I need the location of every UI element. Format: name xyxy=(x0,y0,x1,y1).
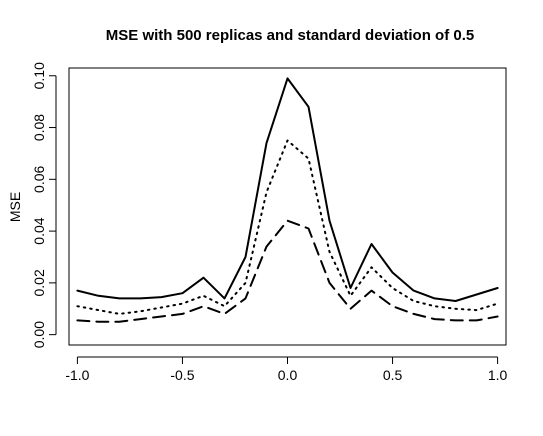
y-tick-label: 0.08 xyxy=(31,114,47,141)
x-tick-label: 0.5 xyxy=(383,367,403,383)
series-layer xyxy=(76,77,499,323)
y-axis: 0.00 0.02 0.04 0.06 0.08 0.10 xyxy=(31,62,57,348)
y-tick-label: 0.02 xyxy=(31,269,47,296)
x-tick-label: -0.5 xyxy=(170,367,194,383)
x-axis: -1.0 -0.5 0.0 0.5 1.0 xyxy=(65,356,508,383)
x-tick-label: -1.0 xyxy=(65,367,89,383)
y-tick-label: 0.10 xyxy=(31,62,47,89)
y-tick-label: 0.06 xyxy=(31,165,47,192)
series-line-solid xyxy=(76,77,499,302)
y-tick-label: 0.04 xyxy=(31,217,47,244)
chart-title: MSE with 500 replicas and standard devia… xyxy=(106,27,474,44)
x-tick-label: 0.0 xyxy=(278,367,298,383)
series-line-dotted xyxy=(76,139,499,315)
series-line-dashed xyxy=(76,219,499,323)
plot-frame xyxy=(68,67,507,346)
x-tick-label: 1.0 xyxy=(488,367,508,383)
y-tick-label: 0.00 xyxy=(31,321,47,348)
y-axis-label: MSE xyxy=(7,192,23,222)
